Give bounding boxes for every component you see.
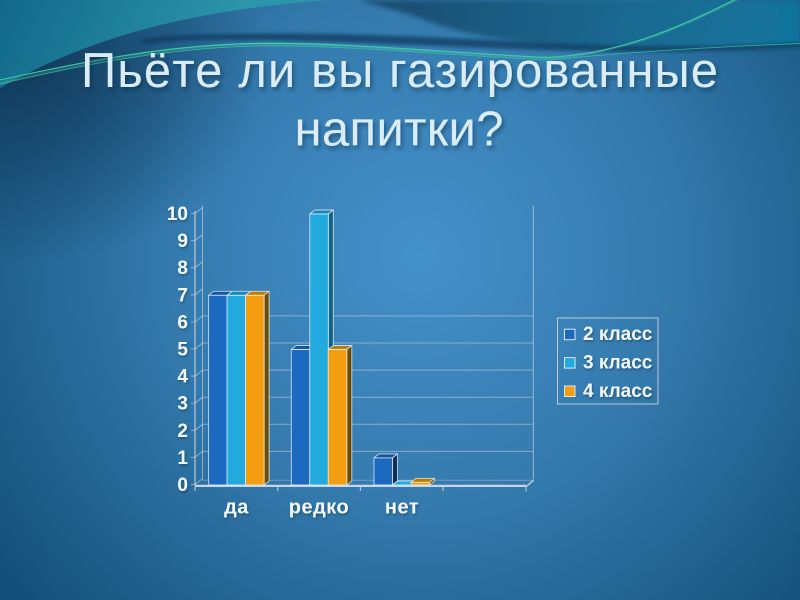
svg-text:8: 8 (177, 258, 188, 279)
svg-text:3: 3 (177, 394, 188, 415)
svg-text:7: 7 (177, 285, 188, 306)
svg-text:1: 1 (177, 448, 188, 469)
svg-text:нет: нет (385, 497, 419, 519)
svg-text:4 класс: 4 класс (583, 381, 653, 402)
svg-text:9: 9 (177, 231, 188, 252)
svg-text:4: 4 (177, 367, 188, 388)
svg-text:6: 6 (177, 312, 188, 333)
svg-text:напитки?: напитки? (295, 103, 504, 157)
svg-text:0: 0 (177, 475, 188, 496)
svg-text:5: 5 (177, 340, 188, 361)
svg-text:Пьёте ли вы газированные: Пьёте ли вы газированные (81, 44, 718, 98)
svg-text:10: 10 (167, 204, 188, 225)
svg-text:3 класс: 3 класс (583, 352, 653, 373)
svg-text:2 класс: 2 класс (583, 324, 653, 345)
svg-text:редко: редко (289, 497, 350, 519)
svg-text:2: 2 (177, 421, 188, 442)
svg-text:да: да (224, 497, 249, 519)
